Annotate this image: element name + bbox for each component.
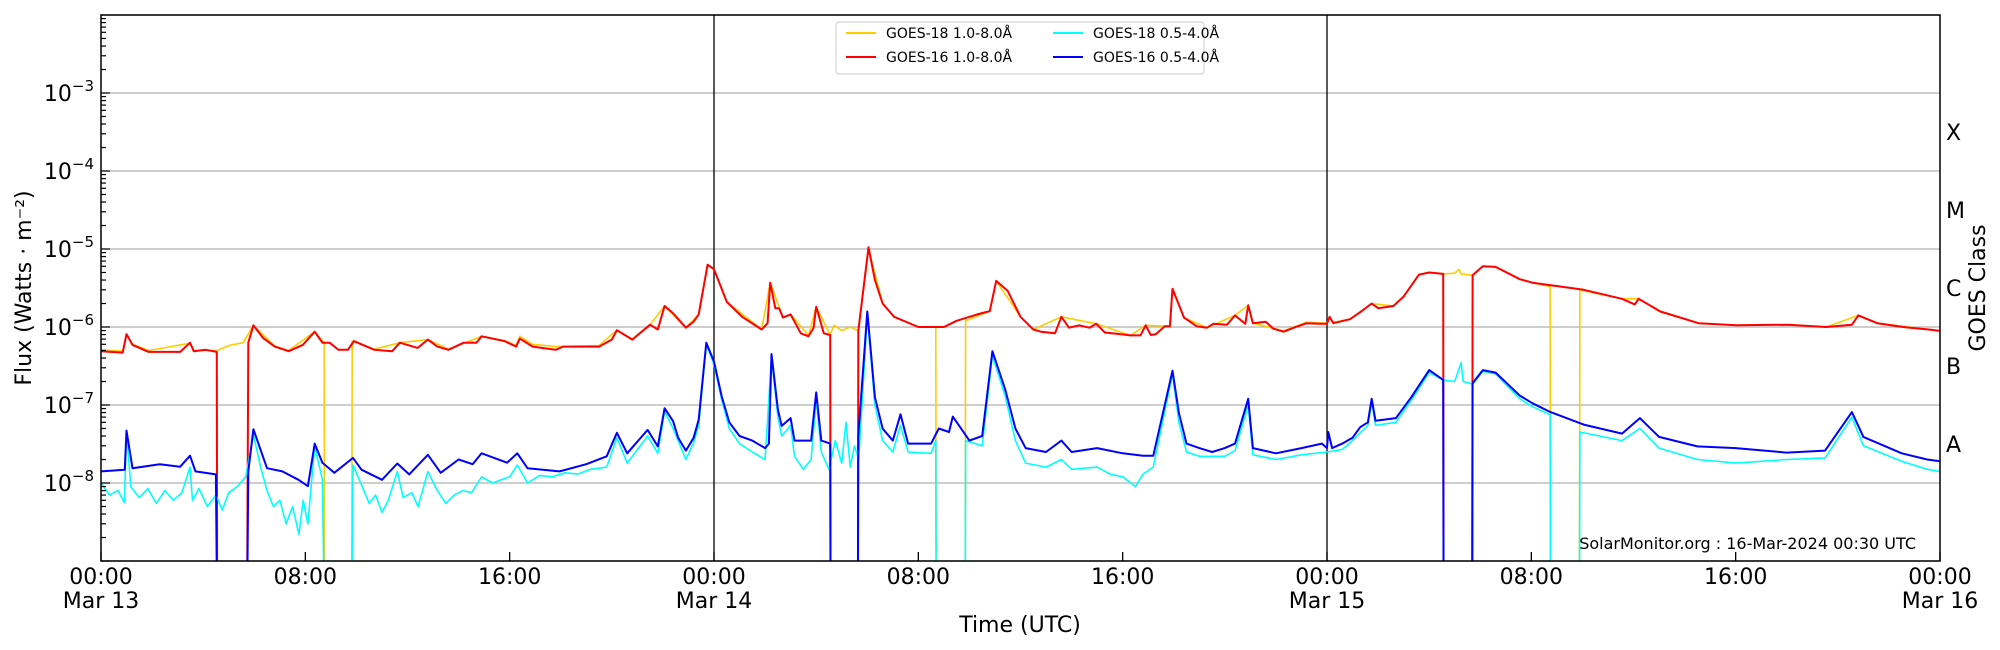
y-tick-label: 10−6 xyxy=(44,311,94,341)
legend-entry-label: GOES-18 1.0-8.0Å xyxy=(886,25,1012,42)
x-tick-date-label: Mar 15 xyxy=(1289,589,1366,614)
goes-class-label-c: C xyxy=(1946,277,1961,302)
x-tick-label: 08:00 xyxy=(1500,565,1563,590)
plot-frame xyxy=(100,14,1941,562)
legend-box xyxy=(835,21,1205,75)
x-tick-label: 00:00 xyxy=(1908,565,1971,590)
x-tick-date-label: Mar 13 xyxy=(63,589,140,614)
legend-entry-label: GOES-16 1.0-8.0Å xyxy=(886,49,1012,66)
x-axis-label: Time (UTC) xyxy=(958,613,1081,638)
series-line-goes-16-1-0-8-0- xyxy=(101,246,1940,561)
x-tick-label: 00:00 xyxy=(1295,565,1358,590)
y-tick-labels: 10−3 10−4 10−5 10−6 10−7 10−8 xyxy=(44,77,94,497)
x-tick-label: 16:00 xyxy=(1091,565,1154,590)
goes-class-label-a: A xyxy=(1946,433,1961,458)
legend-entry-label: GOES-18 0.5-4.0Å xyxy=(1093,25,1219,42)
goes-class-label-b: B xyxy=(1946,355,1961,380)
y2-axis-label: GOES Class xyxy=(1966,224,1991,351)
axis-ticks xyxy=(100,17,1941,562)
goes-class-label-m: M xyxy=(1946,199,1965,224)
x-tick-date-label: Mar 16 xyxy=(1902,589,1979,614)
y-axis-label: Flux (Watts · m⁻²) xyxy=(12,190,37,385)
goes-class-label-x: X xyxy=(1946,121,1961,146)
series-line-goes-16-0-5-4-0- xyxy=(101,310,1940,561)
gridlines xyxy=(101,14,1940,562)
y-tick-label: 10−8 xyxy=(44,467,94,497)
legend: GOES-18 1.0-8.0Å GOES-16 1.0-8.0Å GOES-18 … xyxy=(835,21,1219,75)
x-tick-label: 08:00 xyxy=(274,565,337,590)
series-line-goes-18-1-0-8-0- xyxy=(101,248,1940,561)
goes-class-labels: A B C M X xyxy=(1946,121,1965,458)
x-tick-label: 16:00 xyxy=(478,565,541,590)
x-tick-label: 16:00 xyxy=(1704,565,1767,590)
x-tick-label: 00:00 xyxy=(682,565,745,590)
legend-entry-label: GOES-16 0.5-4.0Å xyxy=(1093,49,1219,66)
y-tick-label: 10−3 xyxy=(44,77,94,107)
x-tick-date-label: Mar 14 xyxy=(676,589,753,614)
series-line-goes-18-0-5-4-0- xyxy=(101,314,1940,561)
x-tick-label: 08:00 xyxy=(887,565,950,590)
y-tick-label: 10−4 xyxy=(44,155,94,185)
y-tick-label: 10−5 xyxy=(44,233,94,263)
watermark: SolarMonitor.org : 16-Mar-2024 00:30 UTC xyxy=(1579,534,1916,553)
x-tick-label: 00:00 xyxy=(69,565,132,590)
series-group xyxy=(101,246,1940,561)
day-boundary-lines xyxy=(713,15,1328,561)
y-tick-label: 10−7 xyxy=(44,389,94,419)
